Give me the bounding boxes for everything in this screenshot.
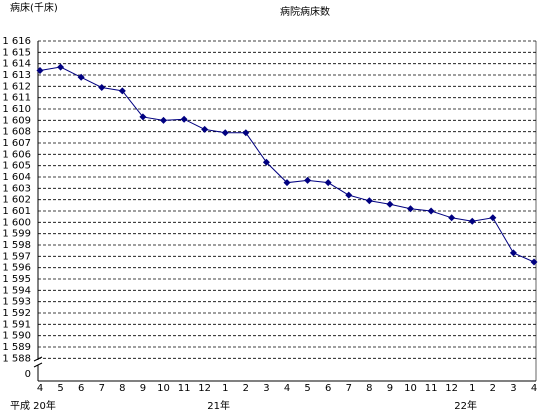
x-tick-label: 6 [325,383,331,394]
x-tick-label: 6 [78,383,84,394]
y-tick-label: 1 610 [2,104,31,115]
x-tick-label: 5 [304,383,310,394]
y-tick-label: 1 613 [2,70,31,81]
data-point [283,179,291,187]
data-point [180,115,188,123]
y-tick-label: 1 588 [2,353,31,364]
data-point [118,87,126,95]
data-point [160,116,167,124]
x-tick-label: 5 [57,383,63,394]
data-point [345,191,353,199]
y-tick-label: 1 603 [2,183,31,194]
series-line [39,66,535,263]
y-tick-label: 1 601 [2,206,31,217]
y-tick-label: 1 592 [2,308,31,319]
y-tick-label: 1 607 [2,138,31,149]
data-point [139,113,147,121]
data-point [489,214,497,222]
x-group-label: 21年 [207,399,230,412]
data-point [324,179,332,187]
x-tick-label: 3 [510,383,516,394]
x-tick-label: 9 [387,383,393,394]
x-tick-label: 12 [198,383,211,394]
y-tick-label: 1 616 [2,36,31,47]
x-group-label: 22年 [454,399,477,412]
data-point [201,125,209,133]
y-tick-label: 1 604 [2,172,31,183]
y-tick-label: 1 611 [2,93,31,104]
data-point [468,217,476,225]
y-tick-label: 1 595 [2,274,31,285]
y-tick-label: 1 600 [2,217,31,228]
chart-title: 病院病床数 [280,5,330,18]
x-tick-label: 2 [490,383,496,394]
x-tick-label: 2 [243,383,249,394]
data-point [407,205,414,213]
x-tick-label: 9 [140,383,146,394]
axis-break [33,356,43,362]
data-point [386,200,394,208]
x-tick-label: 1 [469,383,475,394]
data-point [98,83,106,91]
data-point [221,129,229,137]
x-tick-label: 4 [284,383,290,394]
y-tick-label: 1 614 [2,59,31,70]
y-tick-label: 1 597 [2,251,31,262]
x-tick-label: 4 [37,383,43,394]
x-tick-label: 10 [404,383,417,394]
axis-break [33,362,43,368]
y-tick-label: 0 [25,369,31,380]
y-tick-label: 1 612 [2,81,31,92]
y-tick-label: 1 593 [2,297,31,308]
x-group-label: 平成 20年 [10,399,56,412]
y-tick-label: 1 594 [2,285,31,296]
x-tick-label: 8 [119,383,125,394]
y-tick-label: 1 615 [2,47,31,58]
data-point [509,249,517,257]
y-tick-label: 1 609 [2,115,31,126]
data-point [365,197,373,205]
axis-break-gap [34,360,42,365]
y-tick-label: 1 602 [2,195,31,206]
x-tick-label: 11 [178,383,191,394]
y-tick-label: 1 598 [2,240,31,251]
y-tick-label: 1 605 [2,161,31,172]
data-point [57,63,65,71]
x-tick-label: 8 [366,383,372,394]
x-tick-label: 1 [222,383,228,394]
data-point [36,66,44,74]
x-tick-label: 4 [531,383,537,394]
y-tick-label: 1 589 [2,342,31,353]
x-tick-label: 11 [425,383,438,394]
data-point [530,258,538,266]
y-axis-label: 病床(千床) [10,1,58,14]
data-point [77,73,85,81]
data-point [242,129,250,137]
data-point [448,214,456,222]
y-tick-label: 1 599 [2,229,31,240]
y-tick-label: 1 608 [2,127,31,138]
y-tick-label: 1 596 [2,263,31,274]
y-tick-label: 1 591 [2,319,31,330]
data-point [262,158,270,166]
x-tick-label: 3 [263,383,269,394]
x-tick-label: 10 [157,383,170,394]
x-tick-label: 12 [445,383,458,394]
data-point [427,207,435,215]
y-tick-label: 1 606 [2,149,31,160]
y-tick-label: 1 590 [2,331,31,342]
x-tick-label: 7 [346,383,352,394]
data-point [304,176,312,184]
x-tick-label: 7 [99,383,105,394]
